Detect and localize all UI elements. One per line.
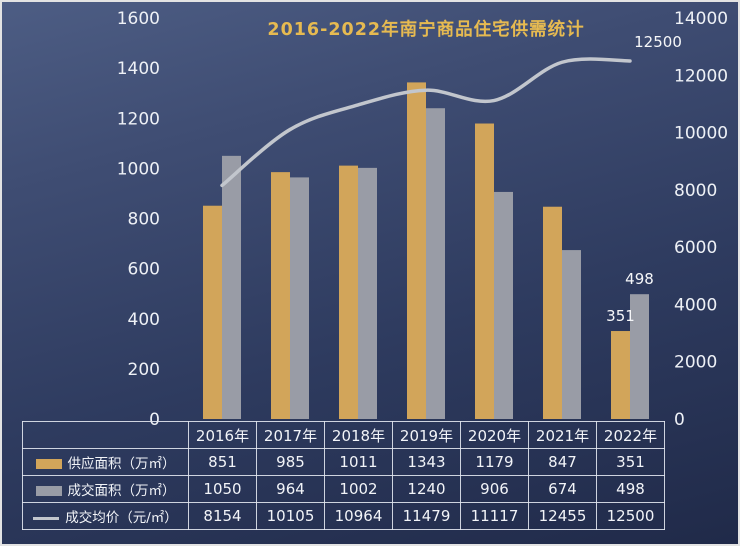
value-cell: 12455 [528, 502, 597, 530]
bar-sold-area-2017 [290, 177, 309, 419]
value-cell: 1050 [188, 475, 257, 503]
data-label-351: 351 [606, 307, 635, 325]
chart-title: 2016-2022年南宁商品住宅供需统计 [267, 20, 585, 40]
bar-supply-area-2020 [475, 123, 494, 419]
value-cell: 674 [528, 475, 597, 503]
value-cell: 12500 [596, 502, 665, 530]
right-axis-tick: 0 [674, 410, 685, 430]
left-axis-tick: 1600 [117, 9, 160, 29]
year-header-2017: 2017年 [256, 421, 325, 449]
bar-supply-area-2016 [203, 205, 222, 419]
legend-cell: 成交均价（元/㎡） [22, 502, 189, 530]
left-axis-tick: 1000 [117, 159, 160, 179]
avg-price-line [220, 57, 632, 188]
year-header-2019: 2019年 [392, 421, 461, 449]
legend-cell: 供应面积（万㎡） [22, 448, 189, 476]
left-axis-tick: 600 [128, 260, 160, 280]
table-row: 供应面积（万㎡） 851 985 1011 1343 1179 847 351 [22, 448, 665, 476]
value-cell: 985 [256, 448, 325, 476]
bar-supply-area-2022 [611, 331, 630, 419]
right-axis-tick: 8000 [674, 181, 717, 201]
left-axis-tick: 1400 [117, 59, 160, 79]
right-axis-tick: 2000 [674, 353, 717, 373]
value-cell: 1343 [392, 448, 461, 476]
bar-sold-area-2016 [222, 155, 241, 419]
table-corner-blank [22, 421, 189, 449]
bar-sold-area-2018 [358, 167, 377, 419]
table-row: 成交面积（万㎡） 1050 964 1002 1240 906 674 498 [22, 475, 665, 503]
right-axis-tick: 4000 [674, 295, 717, 315]
value-cell: 351 [596, 448, 665, 476]
data-label-498: 498 [625, 270, 654, 288]
table-header-row: 2016年 2017年 2018年 2019年 2020年 2021年 2022年 [22, 421, 665, 449]
right-axis-tick: 12000 [674, 66, 728, 86]
legend-cell: 成交面积（万㎡） [22, 475, 189, 503]
bar-supply-area-2017 [271, 172, 290, 419]
bar-sold-area-2022 [630, 294, 649, 419]
bar-supply-area-2019 [407, 82, 426, 420]
year-header-2018: 2018年 [324, 421, 393, 449]
value-cell: 11117 [460, 502, 529, 530]
left-axis-tick: 400 [128, 310, 160, 330]
bar-supply-area-2018 [339, 165, 358, 419]
series-name: 成交面积（万㎡） [67, 483, 176, 499]
value-cell: 11479 [392, 502, 461, 530]
legend-bar-swatch [35, 459, 62, 469]
legend-line-swatch [33, 516, 60, 520]
left-axis-tick: 200 [128, 360, 160, 380]
series-name: 成交均价（元/㎡） [65, 510, 178, 526]
bar-sold-area-2020 [494, 191, 513, 419]
left-axis-tick: 1200 [117, 109, 160, 129]
left-axis-tick: 800 [128, 210, 160, 230]
right-axis-tick: 14000 [674, 9, 728, 29]
data-table: 2016年 2017年 2018年 2019年 2020年 2021年 2022年 供应面积（… [22, 421, 665, 530]
data-label-12500: 12500 [634, 33, 682, 51]
year-header-2021: 2021年 [528, 421, 597, 449]
value-cell: 851 [188, 448, 257, 476]
bar-sold-area-2021 [562, 250, 581, 419]
legend-bar-swatch [35, 486, 62, 496]
right-axis-tick: 10000 [674, 124, 728, 144]
value-cell: 8154 [188, 502, 257, 530]
value-cell: 906 [460, 475, 529, 503]
left-axis-tick: 0 [149, 410, 160, 430]
value-cell: 1179 [460, 448, 529, 476]
value-cell: 1002 [324, 475, 393, 503]
value-cell: 964 [256, 475, 325, 503]
bar-supply-area-2021 [543, 206, 562, 419]
value-cell: 498 [596, 475, 665, 503]
series-name: 供应面积（万㎡） [67, 456, 176, 472]
table-row: 成交均价（元/㎡） 8154 10105 10964 11479 11117 12455 12… [22, 502, 665, 530]
value-cell: 10964 [324, 502, 393, 530]
year-header-2020: 2020年 [460, 421, 529, 449]
value-cell: 1240 [392, 475, 461, 503]
right-axis-tick: 6000 [674, 238, 717, 258]
value-cell: 10105 [256, 502, 325, 530]
bar-sold-area-2019 [426, 108, 445, 419]
year-header-2016: 2016年 [188, 421, 257, 449]
year-header-2022: 2022年 [596, 421, 665, 449]
value-cell: 847 [528, 448, 597, 476]
value-cell: 1011 [324, 448, 393, 476]
